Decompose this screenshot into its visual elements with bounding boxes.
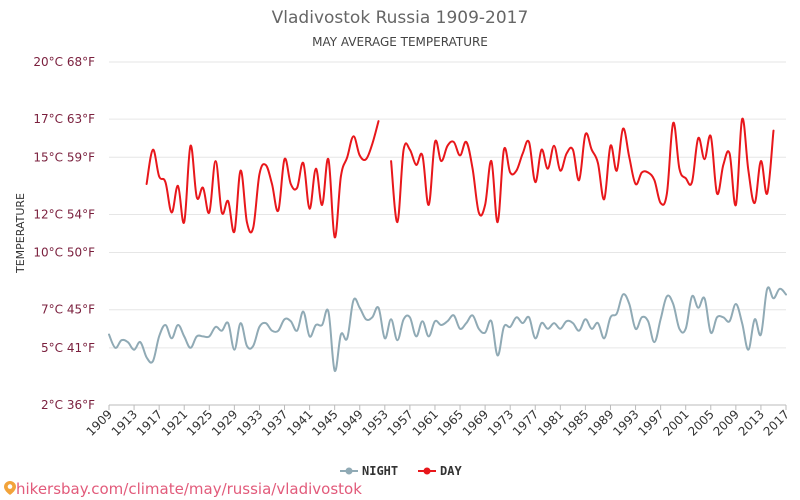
legend-night-marker xyxy=(345,467,353,475)
y-tick-label: 2°C 36°F xyxy=(41,398,95,412)
y-tick-label: 7°C 45°F xyxy=(41,303,95,317)
legend: NIGHT DAY xyxy=(340,464,462,478)
legend-item-night[interactable]: NIGHT xyxy=(340,464,398,478)
x-tick-label: 1957 xyxy=(385,407,416,438)
legend-item-day[interactable]: DAY xyxy=(418,464,462,478)
x-axis-ticks: 1909191319171921192519291933193719411945… xyxy=(84,404,792,439)
x-tick-label: 1921 xyxy=(159,407,190,438)
legend-day-label: DAY xyxy=(440,464,462,478)
x-tick-label: 1937 xyxy=(259,407,290,438)
legend-day-marker xyxy=(423,467,431,475)
x-tick-label: 1977 xyxy=(510,407,541,438)
x-tick-label: 1925 xyxy=(184,407,215,438)
y-tick-label: 10°C 50°F xyxy=(33,246,95,260)
y-axis-label: TEMPERATURE xyxy=(14,193,27,274)
day-series-line xyxy=(145,120,380,239)
x-tick-label: 2009 xyxy=(710,407,741,438)
day-series-line xyxy=(390,117,775,224)
x-tick-label: 1941 xyxy=(284,407,315,438)
watermark-text: hikersbay.com/climate/may/russia/vladivo… xyxy=(16,480,362,498)
watermark[interactable]: hikersbay.com/climate/may/russia/vladivo… xyxy=(4,480,362,498)
y-tick-label: 12°C 54°F xyxy=(33,207,95,221)
x-tick-label: 1997 xyxy=(635,407,666,438)
chart-subtitle: MAY AVERAGE TEMPERATURE xyxy=(312,35,488,49)
night-series-line xyxy=(108,286,787,372)
x-tick-label: 1929 xyxy=(209,407,240,438)
x-tick-label: 2001 xyxy=(660,407,691,438)
x-tick-label: 1917 xyxy=(134,407,165,438)
x-tick-label: 1985 xyxy=(560,407,591,438)
x-tick-label: 1993 xyxy=(610,407,641,438)
x-tick-label: 1913 xyxy=(109,407,140,438)
location-pin-icon xyxy=(4,481,16,495)
x-tick-label: 1961 xyxy=(410,407,441,438)
x-tick-label: 2013 xyxy=(736,407,767,438)
x-tick-label: 2005 xyxy=(685,407,716,438)
y-tick-label: 20°C 68°F xyxy=(33,55,95,69)
x-tick-label: 1953 xyxy=(359,407,390,438)
y-tick-label: 15°C 59°F xyxy=(33,150,95,164)
legend-night-label: NIGHT xyxy=(362,464,398,478)
y-tick-label: 17°C 63°F xyxy=(33,112,95,126)
x-tick-label: 1969 xyxy=(460,407,491,438)
y-tick-label: 5°C 41°F xyxy=(41,341,95,355)
chart-title: Vladivostok Russia 1909-2017 xyxy=(272,8,529,28)
x-tick-label: 1949 xyxy=(334,407,365,438)
x-tick-label: 1973 xyxy=(485,407,516,438)
series-lines xyxy=(108,117,787,372)
x-tick-label: 1989 xyxy=(585,407,616,438)
x-tick-label: 1945 xyxy=(309,407,340,438)
y-axis-ticks: 2°C 36°F 5°C 41°F 7°C 45°F 10°C 50°F 12°C 54… xyxy=(33,55,95,412)
x-tick-label: 2017 xyxy=(761,407,792,438)
gridlines xyxy=(109,61,786,406)
x-tick-label: 1933 xyxy=(234,407,265,438)
x-tick-label: 1965 xyxy=(435,407,466,438)
x-tick-label: 1981 xyxy=(535,407,566,438)
